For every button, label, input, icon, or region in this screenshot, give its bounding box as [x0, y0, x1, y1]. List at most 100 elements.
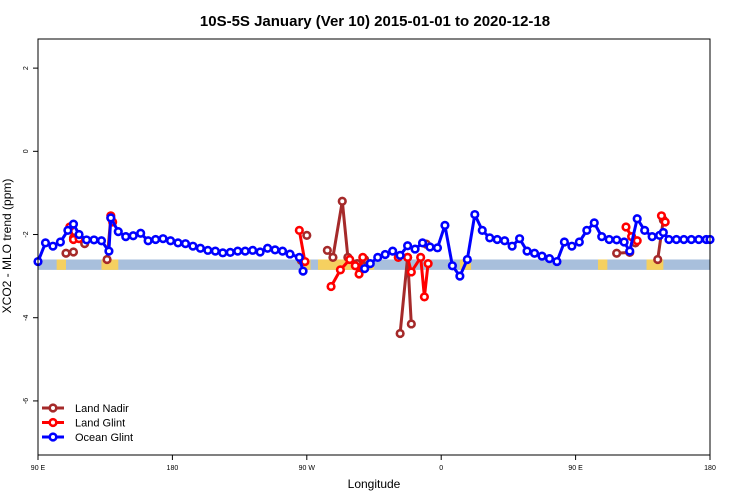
data-point: [143, 236, 153, 246]
data-point: [423, 259, 433, 269]
data-point: [328, 252, 338, 262]
data-point: [425, 242, 435, 252]
data-point: [552, 256, 562, 267]
data-point: [358, 252, 368, 262]
data-point: [40, 238, 51, 248]
data-point: [48, 241, 58, 251]
data-point: [500, 236, 510, 246]
data-point: [419, 292, 430, 302]
data-point: [679, 234, 689, 245]
data-point: [514, 234, 525, 244]
y-tick-label: -6: [23, 398, 30, 404]
data-point: [656, 211, 667, 221]
data-point: [589, 218, 599, 228]
legend-marker: [48, 403, 58, 413]
legend-label: Ocean Glint: [75, 432, 133, 444]
data-point: [354, 269, 364, 279]
data-point: [664, 234, 674, 245]
data-point: [660, 217, 670, 227]
legend-label: Land Nadir: [75, 403, 129, 415]
data-point: [294, 252, 304, 262]
data-point: [136, 228, 146, 238]
data-point: [658, 227, 668, 238]
data-point: [440, 220, 450, 230]
data-point: [195, 243, 205, 253]
data-point: [277, 246, 288, 256]
y-axis: 2 0 -2 -4 -6: [23, 66, 38, 404]
data-point: [233, 246, 243, 256]
data-point: [104, 246, 114, 256]
data-point: [477, 225, 487, 235]
data-point: [180, 239, 191, 249]
data-point: [113, 227, 123, 237]
data-point: [492, 234, 502, 245]
data-point: [522, 246, 532, 256]
y-axis-title: XCO2 - MLO trend (ppm): [0, 179, 14, 314]
data-point: [302, 230, 312, 240]
data-point: [455, 271, 465, 281]
data-point: [470, 209, 480, 220]
chart-title: 10S-5S January (Ver 10) 2015-01-01 to 20…: [200, 13, 550, 30]
data-point: [625, 246, 635, 256]
land-highlight-5: [598, 259, 608, 270]
data-point: [406, 267, 416, 277]
data-point: [653, 254, 663, 265]
series-ocean-glint: [33, 209, 715, 281]
data-point: [335, 265, 346, 275]
data-point: [106, 213, 116, 223]
data-point: [240, 246, 250, 256]
data-point: [388, 246, 398, 256]
y-tick-label: 0: [23, 149, 30, 153]
data-point: [298, 266, 308, 276]
data-point: [416, 252, 426, 262]
data-point: [507, 241, 517, 251]
data-point: [612, 248, 622, 258]
data-point: [380, 249, 390, 260]
land-highlight-6: [646, 259, 664, 270]
data-point: [63, 225, 73, 235]
data-point: [406, 319, 416, 329]
data-point: [544, 254, 555, 264]
data-point: [410, 244, 420, 254]
data-point: [81, 235, 92, 245]
data-point: [68, 219, 79, 229]
x-tick-label: 90 W: [299, 465, 316, 472]
land-highlight-0: [56, 259, 66, 270]
data-point: [285, 249, 295, 259]
data-point: [203, 245, 213, 255]
data-point: [68, 247, 79, 257]
x-tick-label: 180: [167, 465, 179, 472]
data-point: [96, 236, 107, 246]
land-highlight-1: [101, 259, 119, 270]
data-point: [74, 229, 84, 240]
data-point: [632, 214, 642, 224]
data-point: [210, 246, 220, 256]
y-tick-label: -2: [23, 231, 30, 237]
data-point: [671, 234, 682, 245]
data-point: [225, 247, 235, 258]
data-point: [694, 234, 704, 245]
plot-frame: [37, 38, 711, 456]
data-point: [485, 233, 495, 243]
data-point: [447, 261, 458, 271]
data-point: [188, 241, 198, 251]
plot-area: [33, 196, 715, 339]
data-point: [619, 237, 629, 247]
data-point: [255, 247, 265, 257]
data-point: [350, 261, 360, 271]
data-point: [612, 235, 622, 245]
data-point: [395, 250, 405, 260]
legend-marker: [48, 432, 58, 442]
data-point: [165, 236, 176, 246]
data-point: [462, 254, 472, 265]
data-point: [173, 238, 183, 248]
data-point: [263, 243, 273, 253]
data-point: [360, 264, 370, 274]
x-tick-label: 0: [439, 465, 443, 472]
data-point: [582, 225, 592, 235]
data-point: [270, 245, 280, 255]
data-point: [604, 234, 614, 245]
data-point: [567, 241, 577, 251]
